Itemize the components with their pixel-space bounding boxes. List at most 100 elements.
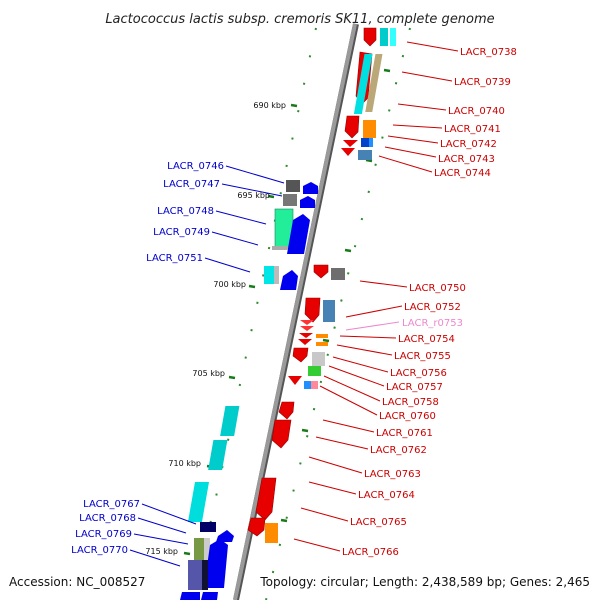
gene-arrow <box>292 347 309 363</box>
gene-label[interactable]: LACR_0738 <box>460 47 517 58</box>
gene-label[interactable]: LACR_0754 <box>398 334 455 345</box>
gene-label[interactable]: LACR_0760 <box>379 411 436 422</box>
gene-label[interactable]: LACR_0748 <box>157 206 214 217</box>
gene-arrow <box>255 477 277 521</box>
gene-arrow <box>300 326 314 331</box>
gene-box <box>265 523 278 543</box>
gene-label[interactable]: LACR_0747 <box>163 179 220 190</box>
gene-label[interactable]: LACR_0741 <box>444 124 501 135</box>
gene-box <box>187 482 210 522</box>
gene-label[interactable]: LACR_0763 <box>364 469 421 480</box>
gene-label[interactable]: LACR_0768 <box>79 513 136 524</box>
gene-box <box>308 366 321 376</box>
gene-arrow <box>300 320 314 325</box>
gene-label[interactable]: LACR_0767 <box>83 499 140 510</box>
gene-label[interactable]: LACR_0742 <box>440 139 497 150</box>
gene-label[interactable]: LACR_0758 <box>382 397 439 408</box>
gene-box <box>220 406 240 436</box>
gene-label[interactable]: LACR_0746 <box>167 161 224 172</box>
label-leader <box>323 375 381 402</box>
gene-box <box>264 266 274 284</box>
gene-arrow <box>216 530 234 542</box>
tick-mark <box>344 248 352 253</box>
gene-label[interactable]: LACR_0749 <box>153 227 210 238</box>
map-title: Lactococcus lactis subsp. cremoris SK11,… <box>105 12 494 27</box>
label-leader <box>129 549 181 567</box>
tick-mark <box>267 194 275 199</box>
gene-label[interactable]: LACR_0770 <box>71 545 128 556</box>
gene-box <box>204 538 210 560</box>
guide-lines <box>193 27 411 600</box>
gene-label[interactable]: LACR_0769 <box>75 529 132 540</box>
tick-mark <box>183 551 191 556</box>
label-leader <box>328 365 385 387</box>
gene-box <box>331 268 345 280</box>
gene-arrow <box>180 592 200 600</box>
gene-arrow <box>201 592 218 600</box>
label-leader <box>406 41 459 52</box>
label-leader <box>401 71 453 82</box>
gene-box <box>316 342 328 346</box>
gene-box <box>208 440 228 470</box>
gene-label[interactable]: LACR_0739 <box>454 77 511 88</box>
gene-box <box>272 246 288 250</box>
gene-label[interactable]: LACR_r0753 <box>402 318 463 329</box>
tick-mark <box>280 518 288 523</box>
accession-text: Accession: NC_008527 <box>9 575 145 589</box>
gene-box <box>323 300 335 322</box>
gene-box <box>363 120 376 138</box>
label-leader <box>392 124 443 129</box>
gene-arrow <box>247 517 266 537</box>
tick-mark <box>383 68 391 73</box>
gene-box <box>380 28 388 46</box>
gene-arrow <box>298 339 312 345</box>
label-leader <box>339 335 397 339</box>
gene-box <box>274 266 279 284</box>
gene-arrow <box>344 115 360 139</box>
label-leader <box>225 165 285 184</box>
tick-mark <box>301 428 309 433</box>
gene-label[interactable]: LACR_0766 <box>342 547 399 558</box>
gene-box <box>304 381 311 389</box>
tick-label: 705 kbp <box>192 369 225 378</box>
plus-labels: LACR_0738 LACR_0739 LACR_0740 LACR_0741 … <box>293 41 517 558</box>
gene-label[interactable]: LACR_0765 <box>350 517 407 528</box>
gene-box <box>283 194 297 206</box>
gene-label[interactable]: LACR_0757 <box>386 382 443 393</box>
gene-box <box>316 334 328 338</box>
label-leader <box>308 456 363 474</box>
minus-strand-features <box>180 180 318 600</box>
gene-label[interactable]: LACR_0762 <box>370 445 427 456</box>
label-leader <box>319 385 378 416</box>
gene-label[interactable]: LACR_0750 <box>409 283 466 294</box>
gene-label[interactable]: LACR_0756 <box>390 368 447 379</box>
gene-label[interactable]: LACR_0740 <box>448 106 505 117</box>
gene-arrow <box>278 401 295 420</box>
gene-box <box>312 352 325 366</box>
gene-arrow <box>303 182 318 194</box>
gene-arrow <box>280 270 298 290</box>
gene-label[interactable]: LACR_0764 <box>358 490 415 501</box>
gene-label[interactable]: LACR_0743 <box>438 154 495 165</box>
minus-labels: LACR_0746 LACR_0747 LACR_0748 LACR_0749 … <box>71 161 285 567</box>
gene-box <box>194 538 204 560</box>
gene-arrow <box>313 264 329 279</box>
gene-arrow <box>299 333 313 338</box>
label-leader <box>387 135 439 144</box>
gene-box <box>188 560 202 590</box>
tick-mark <box>365 158 373 163</box>
gene-label[interactable]: LACR_0744 <box>434 168 491 179</box>
gene-box <box>286 180 300 192</box>
gene-label[interactable]: LACR_0751 <box>146 253 203 264</box>
gene-label[interactable]: LACR_0761 <box>376 428 433 439</box>
backbone-line <box>233 23 357 600</box>
gene-label[interactable]: LACR_0755 <box>394 351 451 362</box>
genome-backbone <box>233 23 359 600</box>
gene-arrow <box>288 249 303 254</box>
label-leader <box>397 103 447 111</box>
label-leader <box>322 419 375 433</box>
gene-label[interactable]: LACR_0752 <box>404 302 461 313</box>
label-leader <box>384 146 437 158</box>
